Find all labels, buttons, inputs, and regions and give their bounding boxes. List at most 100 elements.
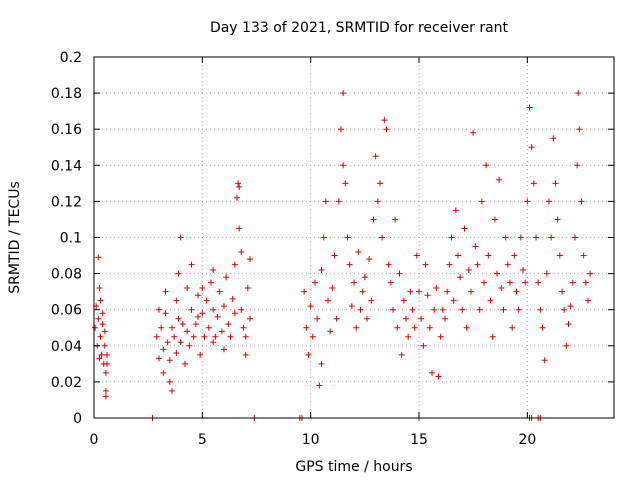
data-point <box>355 248 362 255</box>
data-point <box>504 261 511 268</box>
data-point <box>309 333 316 340</box>
x-tick-label: 15 <box>410 432 428 448</box>
data-point <box>221 303 227 310</box>
data-point <box>171 333 178 340</box>
data-point <box>433 285 440 292</box>
data-point <box>234 194 240 201</box>
data-point <box>422 261 429 268</box>
data-point <box>192 321 199 328</box>
data-point <box>368 297 375 304</box>
data-point <box>535 279 542 286</box>
data-point <box>548 234 555 241</box>
data-point <box>327 328 334 335</box>
data-point <box>435 373 442 380</box>
data-point <box>426 324 433 331</box>
data-point <box>582 279 589 286</box>
data-point <box>99 321 106 328</box>
data-point <box>216 288 223 295</box>
data-point <box>175 270 182 277</box>
data-point <box>411 324 418 331</box>
data-point <box>418 315 425 322</box>
y-tick-label: 0 <box>73 411 82 427</box>
data-point <box>160 369 167 376</box>
data-point <box>491 216 498 223</box>
data-point <box>335 198 342 205</box>
data-point <box>166 357 173 364</box>
data-point <box>396 270 403 277</box>
data-point <box>452 207 459 214</box>
data-point <box>494 270 500 277</box>
grid <box>94 57 614 418</box>
x-tick-label: 10 <box>302 432 320 448</box>
data-point <box>173 297 180 304</box>
data-point <box>229 295 236 302</box>
data-point <box>390 306 396 313</box>
data-point <box>242 333 249 340</box>
data-point <box>575 90 582 97</box>
data-point <box>569 279 576 286</box>
data-point <box>420 342 427 349</box>
data-point <box>359 288 366 295</box>
data-point <box>301 288 308 295</box>
data-point <box>227 333 234 340</box>
data-point <box>96 285 103 292</box>
y-tick-label: 0.16 <box>51 122 82 138</box>
data-point <box>221 346 227 353</box>
data-point <box>431 306 438 313</box>
data-point <box>476 306 483 313</box>
data-point <box>205 324 212 331</box>
data-point <box>587 270 594 277</box>
data-point <box>195 292 201 299</box>
data-point <box>236 183 243 190</box>
data-point <box>164 339 171 346</box>
data-point <box>225 321 232 328</box>
data-point <box>533 234 539 241</box>
data-point <box>424 292 431 299</box>
data-point <box>329 285 336 292</box>
data-point <box>565 321 572 328</box>
data-point <box>197 351 204 358</box>
data-point <box>470 129 477 136</box>
chart-title: Day 133 of 2021, SRMTID for receiver ran… <box>210 20 509 36</box>
data-point <box>541 357 548 364</box>
data-point <box>398 351 405 358</box>
data-point <box>101 328 108 335</box>
data-point <box>190 333 197 340</box>
data-point <box>242 351 249 358</box>
x-tick-label: 0 <box>90 432 99 448</box>
data-point <box>184 285 191 292</box>
data-point <box>364 315 370 322</box>
data-point <box>214 313 221 320</box>
data-point <box>210 266 217 273</box>
data-point <box>162 288 169 295</box>
data-point <box>307 303 314 310</box>
data-point <box>97 333 104 340</box>
data-point <box>102 387 109 394</box>
data-point <box>511 252 518 259</box>
data-point <box>361 274 368 281</box>
data-point <box>437 333 444 340</box>
data-point <box>524 198 531 205</box>
axis-ticks: 0 0.02 0.04 0.06 0.08 0.1 0.12 0.14 0.16 0.18 0.2 0… <box>51 50 614 448</box>
data-point <box>407 288 414 295</box>
data-point <box>96 355 103 362</box>
data-point <box>210 306 217 313</box>
data-point <box>448 234 455 241</box>
data-point <box>379 234 386 241</box>
data-point <box>351 279 357 286</box>
data-point <box>218 328 225 335</box>
data-point <box>468 288 474 295</box>
data-point <box>166 378 173 385</box>
data-point <box>314 315 321 322</box>
data-point <box>444 288 451 295</box>
data-point <box>528 144 535 151</box>
data-point <box>543 270 550 277</box>
data-point <box>537 306 544 313</box>
data-point <box>563 342 570 349</box>
data-point <box>340 162 347 169</box>
y-tick-label: 0.04 <box>51 339 82 355</box>
data-point <box>342 180 349 187</box>
data-point <box>101 342 108 349</box>
data-point <box>585 297 591 304</box>
